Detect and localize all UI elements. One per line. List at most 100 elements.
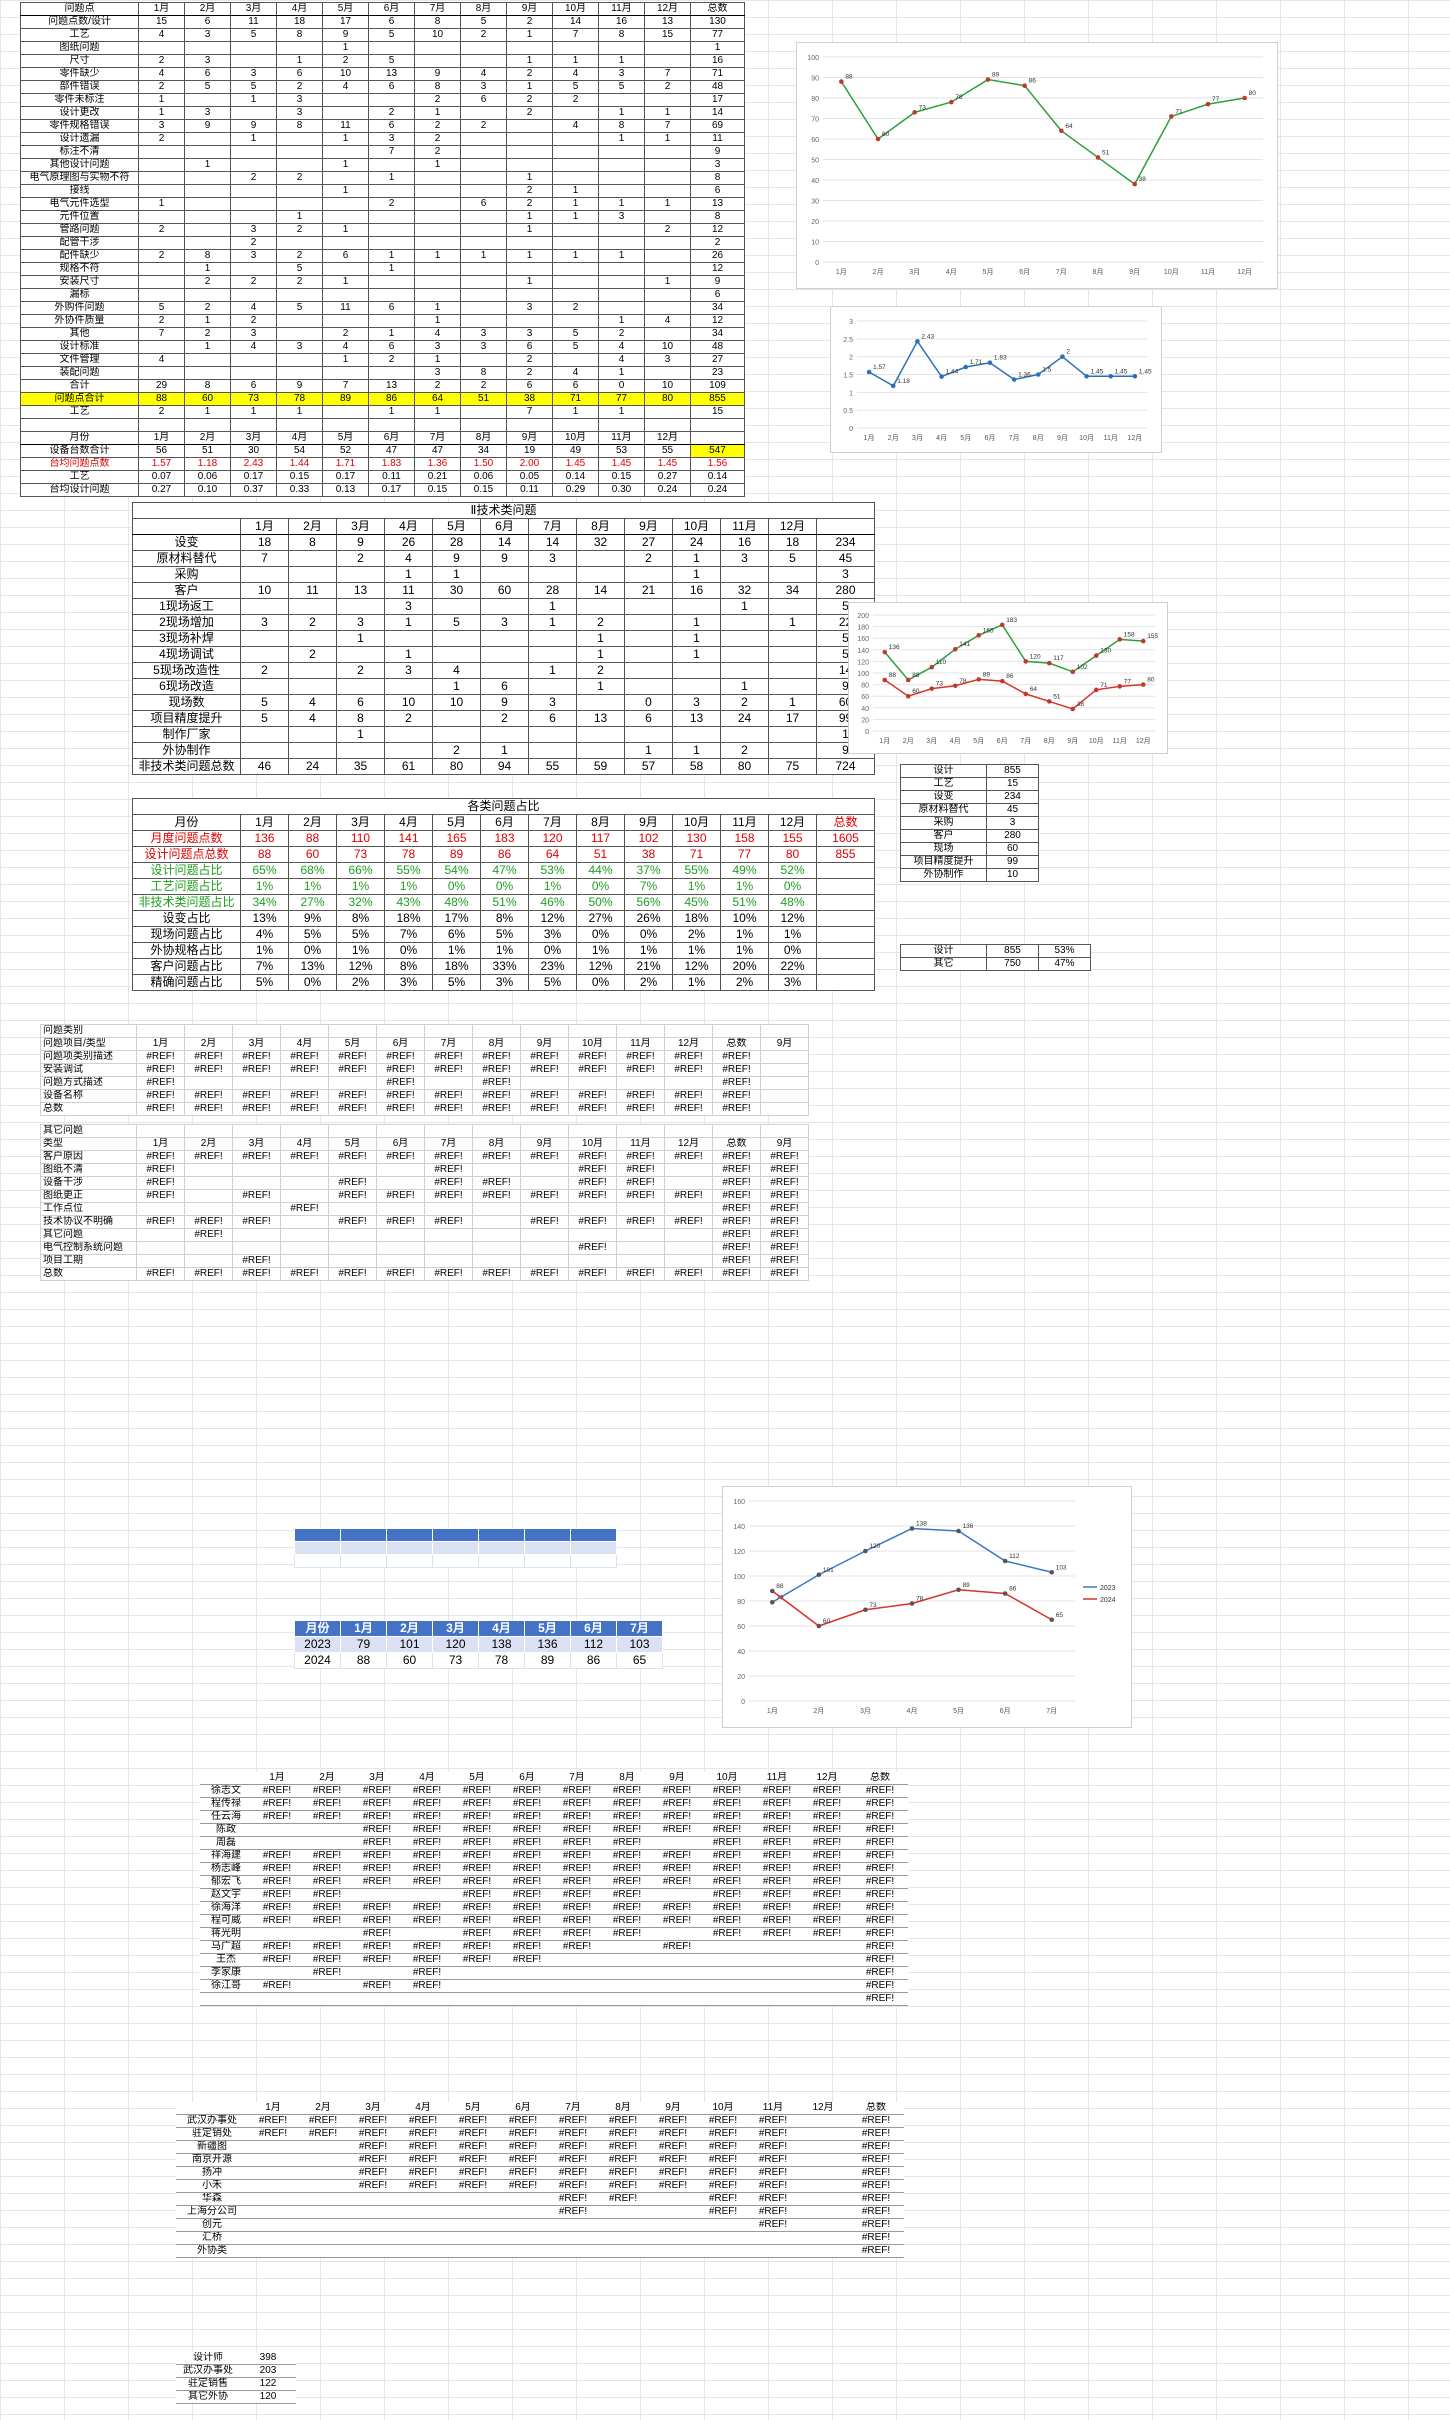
table-cell[interactable]: 73 [336, 846, 385, 863]
table-cell[interactable] [602, 1953, 652, 1967]
table-cell[interactable]: #REF! [302, 1953, 352, 1967]
table-cell[interactable]: #REF! [702, 1875, 752, 1889]
table-cell[interactable] [652, 1888, 702, 1902]
table-cell[interactable]: 52 [322, 444, 369, 458]
table-cell[interactable]: #REF! [502, 1901, 552, 1915]
table-cell[interactable]: 7月 [424, 1137, 473, 1151]
table-cell[interactable]: 6 [480, 678, 529, 695]
table-cell[interactable] [568, 1076, 617, 1090]
table-cell[interactable]: 9月 [648, 2102, 698, 2115]
table-cell[interactable]: #REF! [548, 2153, 598, 2167]
table-cell[interactable]: 7月 [548, 2102, 598, 2115]
table-cell[interactable]: 设计 [900, 764, 987, 778]
table-cell[interactable]: 47% [1038, 957, 1091, 971]
table-cell[interactable]: 1 [720, 678, 769, 695]
table-cell[interactable]: 设计遗漏 [20, 132, 139, 146]
table-cell[interactable]: 2 [690, 236, 745, 250]
table-cell[interactable] [384, 630, 433, 647]
table-cell[interactable]: #REF! [328, 1102, 377, 1116]
table-cell[interactable]: 零件未标注 [20, 93, 139, 107]
table-cell[interactable]: 外协件质量 [20, 314, 139, 328]
table-cell[interactable]: 2 [576, 614, 625, 631]
table-cell[interactable] [624, 630, 673, 647]
table-cell[interactable] [624, 598, 673, 615]
table-cell[interactable]: 8 [414, 15, 461, 29]
table-cell[interactable] [432, 726, 481, 743]
table-cell[interactable]: #REF! [802, 1823, 852, 1837]
table-cell[interactable]: 0% [288, 942, 337, 959]
table-cell[interactable]: #REF! [652, 1862, 702, 1876]
table-cell[interactable]: 398 [240, 2352, 296, 2365]
table-cell[interactable] [802, 1992, 852, 2006]
table-cell[interactable] [768, 646, 817, 663]
table-cell[interactable]: 工艺 [20, 28, 139, 42]
table-cell[interactable]: 130 [690, 15, 745, 29]
table-cell[interactable]: #REF! [802, 1914, 852, 1928]
table-cell[interactable] [552, 418, 599, 432]
table-cell[interactable]: #REF! [598, 2179, 648, 2193]
table-cell[interactable]: 3 [506, 301, 553, 315]
table-cell[interactable]: #REF! [498, 2179, 548, 2193]
table-cell[interactable] [798, 2179, 848, 2193]
table-cell[interactable]: #REF! [552, 1888, 602, 1902]
table-cell[interactable]: 总数 [852, 1772, 908, 1785]
table-cell[interactable]: 68% [288, 862, 337, 879]
table-cell[interactable]: 8 [598, 119, 645, 133]
table-cell[interactable] [248, 2179, 298, 2193]
table-cell[interactable] [252, 1927, 302, 1941]
table-cell[interactable]: 2月 [288, 814, 337, 831]
table-cell[interactable]: #REF! [402, 1836, 452, 1850]
table-cell[interactable] [664, 1124, 713, 1138]
table-cell[interactable] [552, 1953, 602, 1967]
table-cell[interactable]: 9 [432, 550, 481, 567]
table-cell[interactable]: #REF! [760, 1267, 809, 1281]
table-cell[interactable]: 3 [480, 614, 529, 631]
table-cell[interactable]: 2月 [184, 2, 231, 16]
table-cell[interactable]: 1 [506, 171, 553, 185]
table-cell[interactable] [598, 236, 645, 250]
table-cell[interactable]: 2 [336, 550, 385, 567]
table-cell[interactable]: 4 [288, 710, 337, 727]
table-cell[interactable] [644, 93, 691, 107]
table-cell[interactable]: #REF! [448, 2179, 498, 2193]
table-cell[interactable]: 外协规格占比 [132, 942, 241, 959]
table-cell[interactable] [280, 1215, 329, 1229]
table-cell[interactable]: 18 [240, 534, 289, 551]
table-cell[interactable] [552, 288, 599, 302]
table-cell[interactable]: 7 [644, 119, 691, 133]
table-cell[interactable] [322, 171, 369, 185]
table-cell[interactable]: #REF! [136, 1189, 185, 1203]
table-cell[interactable] [816, 518, 875, 535]
table-cell[interactable] [230, 366, 277, 380]
table-cell[interactable]: 1 [624, 742, 673, 759]
table-cell[interactable]: 月度问题点数 [132, 830, 241, 847]
table-cell[interactable] [648, 2205, 698, 2219]
table-cell[interactable]: 4月 [276, 431, 323, 445]
table-cell[interactable] [552, 314, 599, 328]
table-cell[interactable] [448, 2231, 498, 2245]
table-cell[interactable]: #REF! [648, 2166, 698, 2180]
table-cell[interactable]: 75 [768, 758, 817, 775]
table-cell[interactable]: 5 [552, 340, 599, 354]
table-cell[interactable]: 53% [528, 862, 577, 879]
table-cell[interactable]: 2 [230, 171, 277, 185]
table-cell[interactable] [132, 518, 241, 535]
table-cell[interactable]: 24 [288, 758, 337, 775]
table-cell[interactable]: 0.11 [368, 470, 415, 484]
table-cell[interactable]: 3 [460, 80, 507, 94]
table-cell[interactable]: #REF! [752, 1875, 802, 1889]
table-cell[interactable]: 图纸问题 [20, 41, 139, 55]
table-cell[interactable]: 0.14 [690, 470, 745, 484]
table-cell[interactable]: #REF! [598, 2153, 648, 2167]
table-cell[interactable] [184, 93, 231, 107]
table-cell[interactable]: 4 [644, 314, 691, 328]
table-cell[interactable]: 3 [230, 249, 277, 263]
table-cell[interactable]: 其他 [20, 327, 139, 341]
table-cell[interactable]: 21 [624, 582, 673, 599]
table-cell[interactable] [598, 275, 645, 289]
table-cell[interactable] [616, 1024, 665, 1038]
table-cell[interactable]: #REF! [712, 1267, 761, 1281]
table-cell[interactable]: 客户原因 [40, 1150, 137, 1164]
table-cell[interactable]: 44% [576, 862, 625, 879]
table-cell[interactable]: 0 [598, 379, 645, 393]
